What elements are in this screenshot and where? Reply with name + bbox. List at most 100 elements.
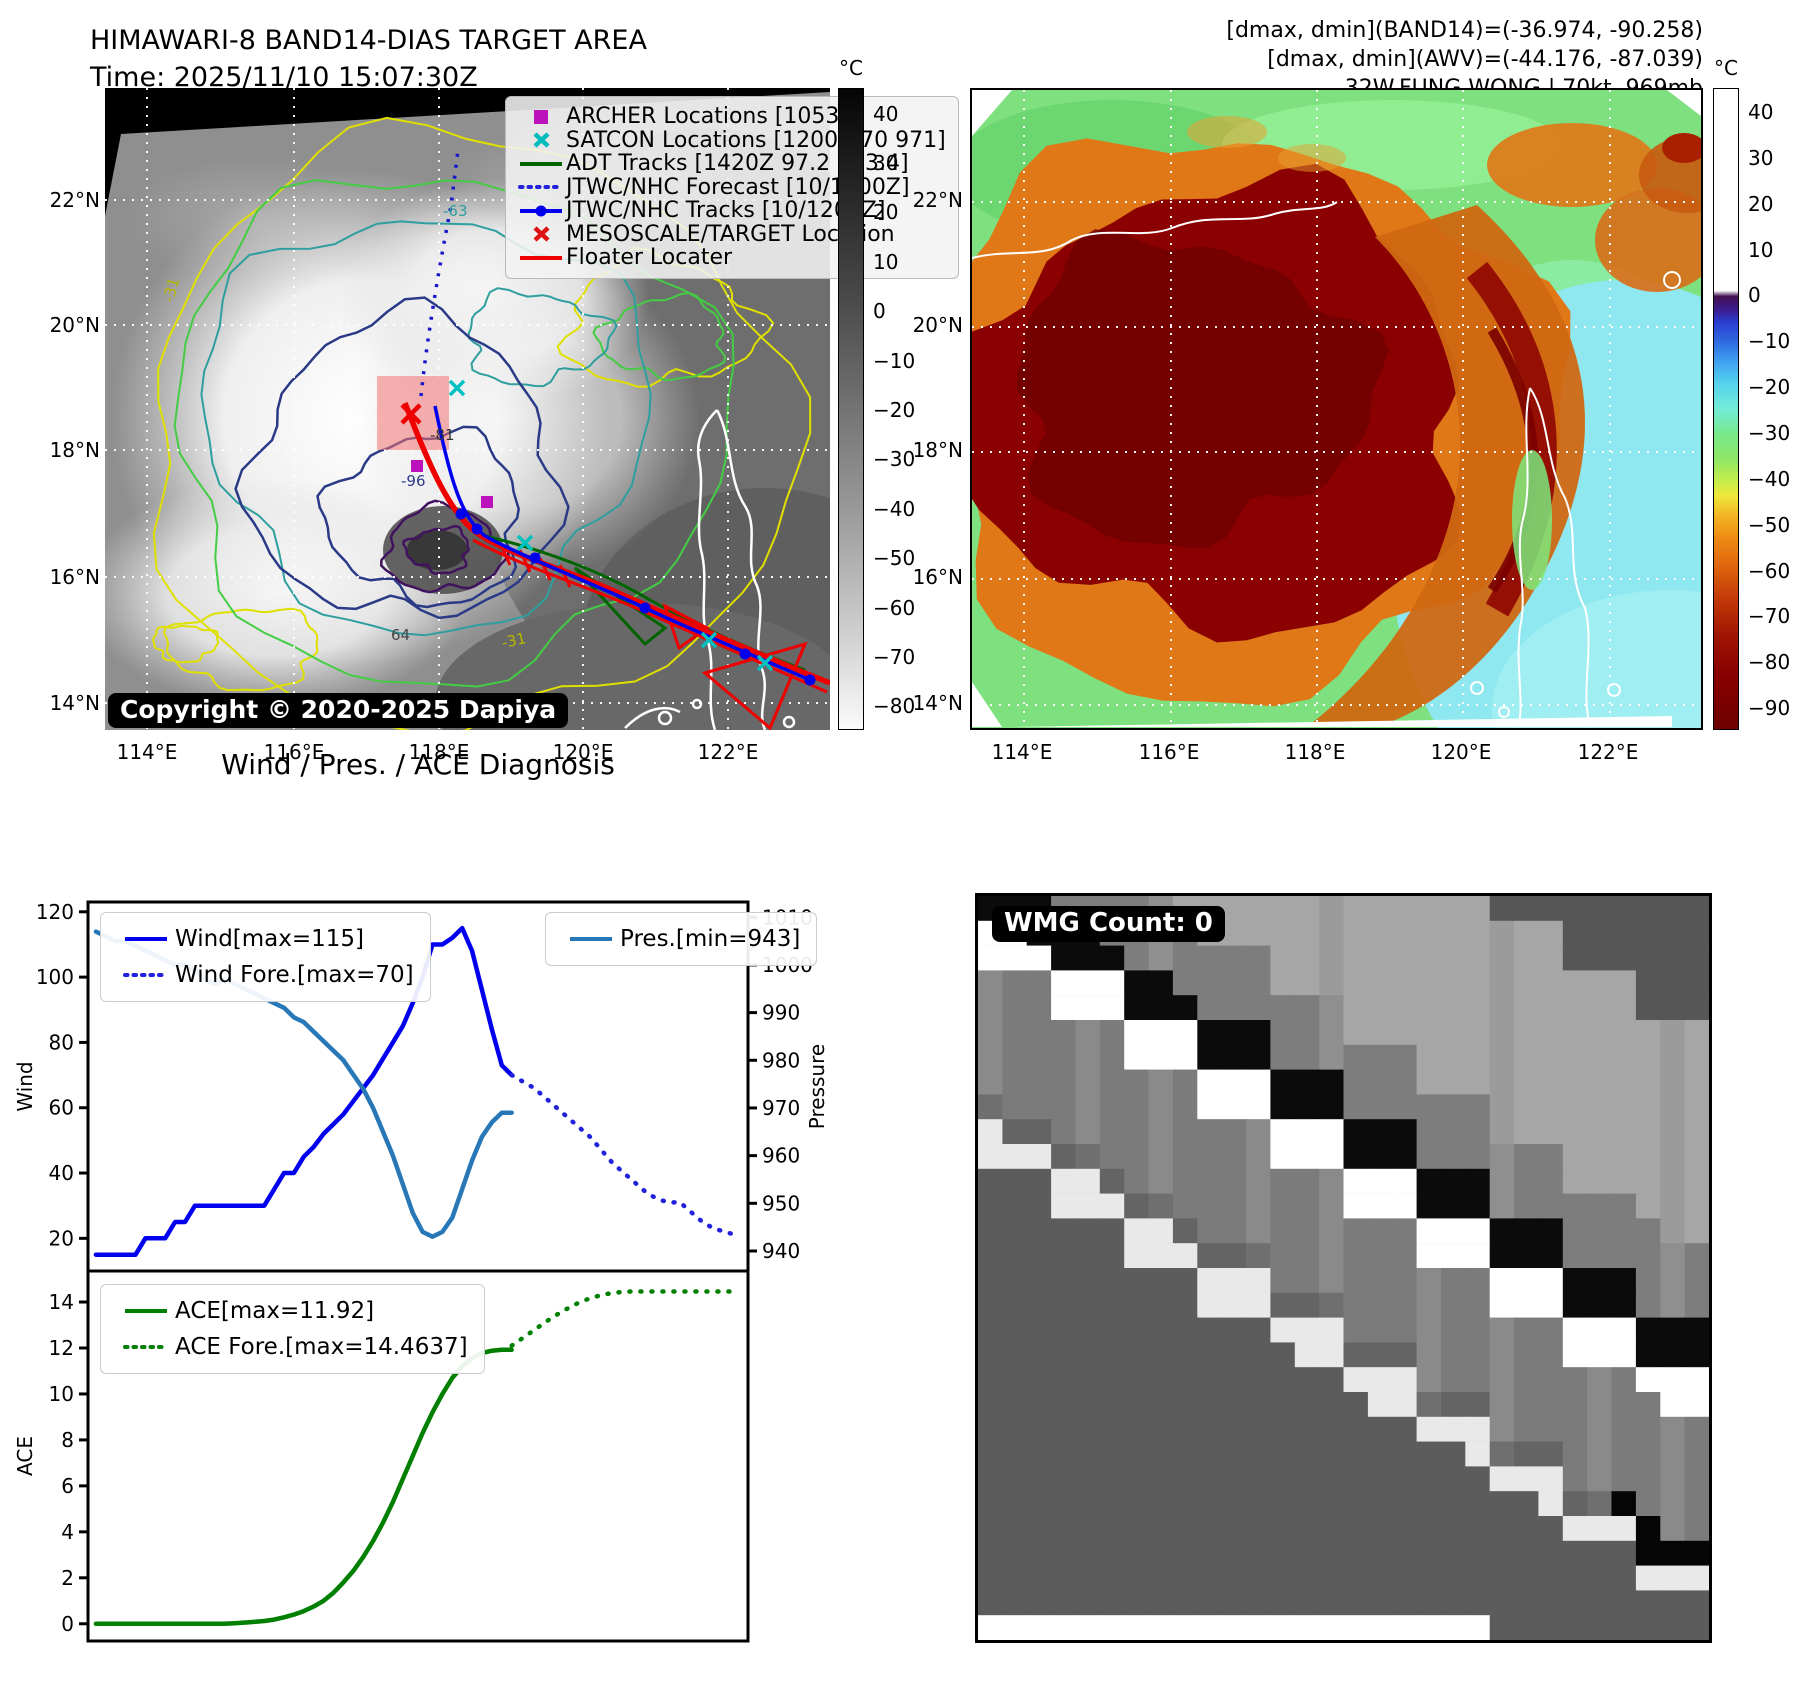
colorbar-tick-label: −60: [873, 595, 916, 620]
dotted-legend-marker: [123, 1345, 169, 1349]
colorbar-tick-label: −10: [873, 348, 916, 373]
dmax-dmin-band14: [dmax, dmin](BAND14)=(-36.974, -90.258): [1226, 18, 1703, 43]
colorbar1-unit: °C: [839, 56, 863, 80]
colorbar-tick-label: −40: [1748, 466, 1791, 491]
awv-map-canvas: [972, 90, 1701, 728]
page-title: HIMAWARI-8 BAND14-DIAS TARGET AREA: [90, 25, 647, 56]
legend-item: JTWC/NHC Forecast [10/1200Z]: [516, 175, 946, 200]
svg-text:980: 980: [762, 1048, 800, 1072]
series-ace-fore-: [509, 1289, 739, 1348]
lon-tick-label: 116°E: [263, 740, 325, 764]
svg-text:100: 100: [36, 965, 74, 989]
svg-text:10: 10: [49, 1382, 74, 1406]
pressure-legend: Pres.[min=943]: [545, 912, 818, 966]
colorbar-tick-label: 0: [873, 299, 886, 324]
svg-text:990: 990: [762, 1001, 800, 1025]
colorbar-tick-label: −20: [873, 398, 916, 422]
legend-item: Wind Fore.[max=70]: [117, 957, 414, 993]
series-ace: [93, 1347, 514, 1627]
x-legend-marker: [533, 132, 550, 148]
svg-text:970: 970: [762, 1096, 800, 1120]
svg-text:20: 20: [49, 1226, 74, 1250]
line-legend-marker: [125, 1309, 167, 1313]
colorbar-tick-label: 40: [873, 101, 899, 126]
jtwc-forecast-track: [419, 149, 460, 397]
lon-tick-label: 116°E: [1138, 740, 1200, 764]
latlon-grid: [972, 90, 1701, 728]
svg-text:Pressure: Pressure: [805, 1044, 829, 1129]
lat-tick-label: 14°N: [912, 691, 963, 715]
svg-text:-63: -63: [443, 202, 468, 220]
colorbar-tick-label: −30: [1748, 420, 1791, 445]
lon-tick-label: 120°E: [552, 740, 614, 764]
lat-tick-label: 16°N: [49, 565, 100, 589]
svg-text:120: 120: [36, 900, 74, 924]
svg-text:8: 8: [61, 1428, 74, 1452]
svg-text:14: 14: [49, 1290, 74, 1314]
coastline: [624, 409, 796, 730]
legend-item: ARCHER Locations [1053Z]: [516, 104, 946, 129]
legend-item-label: ACE Fore.[max=14.4637]: [175, 1334, 468, 1360]
dotted-legend-marker: [518, 185, 564, 190]
colorbar-tick-label: 40: [1748, 99, 1774, 124]
line-legend-marker: [520, 255, 562, 260]
colorbar-tick-label: 30: [873, 151, 899, 176]
lon-tick-label: 122°E: [697, 740, 759, 764]
svg-text:60: 60: [49, 1096, 74, 1120]
colorbar-tick-label: 10: [873, 249, 899, 274]
legend-item: ACE Fore.[max=14.4637]: [117, 1329, 468, 1365]
lon-tick-label: 118°E: [408, 740, 470, 764]
svg-text:960: 960: [762, 1144, 800, 1168]
satcon-location-markers: [448, 379, 774, 672]
ace-legend: ACE[max=11.92] ACE Fore.[max=14.4637]: [100, 1284, 485, 1374]
legend-item-label: ACE[max=11.92]: [175, 1298, 375, 1324]
legend-item-label: SATCON Locations [1200Z 70 971]: [566, 127, 946, 153]
lat-tick-label: 22°N: [49, 188, 100, 212]
svg-text:-31: -31: [500, 629, 528, 652]
colorbar-tick-label: −80: [873, 694, 916, 719]
svg-text:64: 64: [391, 626, 410, 644]
lon-tick-label: 122°E: [1577, 740, 1639, 764]
legend-item-label: Wind Fore.[max=70]: [175, 962, 414, 988]
wmg-count-badge: WMG Count: 0: [992, 906, 1225, 942]
colorbar-tick-label: 30: [1748, 145, 1774, 170]
mesoscale-target-marker: [400, 403, 422, 425]
legend-item: Wind[max=115]: [117, 921, 414, 957]
svg-text:12: 12: [49, 1336, 74, 1360]
colorbar2-unit: °C: [1714, 56, 1738, 80]
svg-text:-31: -31: [159, 276, 183, 304]
panel1-header: HIMAWARI-8 BAND14-DIAS TARGET AREA Time:…: [90, 22, 647, 96]
colorbar-tick-label: 20: [873, 200, 899, 225]
colorbar-tick-label: −10: [1748, 329, 1791, 354]
line-legend-marker: [520, 161, 562, 166]
svg-text:ACE: ACE: [13, 1436, 37, 1476]
legend-item: ACE[max=11.92]: [117, 1293, 468, 1329]
svg-text:2: 2: [61, 1566, 74, 1590]
x-legend-marker: [533, 226, 550, 242]
lat-tick-label: 18°N: [49, 438, 100, 462]
colorbar-tick-label: 20: [1748, 191, 1774, 216]
legend-item-label: Wind[max=115]: [175, 926, 365, 952]
svg-text:-96: -96: [401, 472, 426, 490]
colorbar-tick-label: −90: [1748, 696, 1791, 721]
svg-text:0: 0: [61, 1612, 74, 1636]
svg-text:4: 4: [61, 1520, 74, 1544]
archer-location-markers: [411, 460, 493, 508]
legend-item-label: Floater Locater: [566, 245, 733, 271]
svg-text:950: 950: [762, 1191, 800, 1215]
legend-item-label: JTWC/NHC Tracks [10/1200Z]: [566, 198, 886, 224]
legend-item-label: Pres.[min=943]: [620, 926, 801, 952]
wmg-canvas: [978, 896, 1709, 1640]
coastline: [972, 201, 1681, 728]
colorbar-tick-label: −50: [1748, 512, 1791, 537]
legend-item: JTWC/NHC Tracks [10/1200Z]: [516, 198, 946, 224]
lat-tick-label: 20°N: [49, 313, 100, 337]
band14-satellite-map: -31 -31 -63 64 -81 -96 ARCHER Locations [1053…: [105, 88, 959, 730]
svg-text:80: 80: [49, 1030, 74, 1054]
svg-text:6: 6: [61, 1474, 74, 1498]
colorbar-tick-label: −20: [1748, 375, 1791, 400]
lat-tick-label: 16°N: [912, 565, 963, 589]
line-legend-marker: [570, 937, 612, 941]
colorbar-tick-label: −40: [873, 496, 916, 521]
square-legend-marker: [534, 109, 548, 124]
